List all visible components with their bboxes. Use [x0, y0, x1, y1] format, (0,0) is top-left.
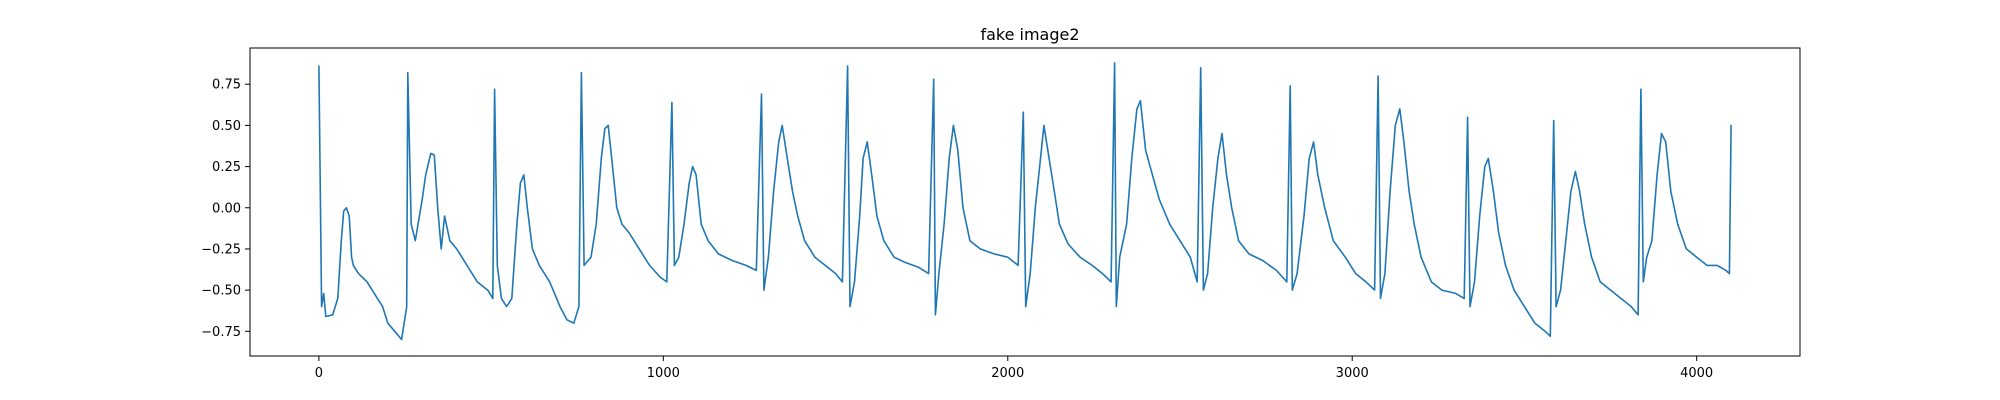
y-tick-label: 0.50	[212, 119, 241, 134]
x-axis: 0 1000 2000 3000 4000	[315, 356, 1713, 381]
x-tick-label: 4000	[1680, 366, 1713, 381]
y-tick-label: −0.25	[201, 242, 241, 257]
y-tick-label: −0.50	[201, 284, 241, 299]
plot-area-frame	[249, 47, 1801, 357]
series-layer	[318, 62, 1732, 341]
y-tick-label: 0.75	[212, 78, 241, 93]
x-tick-label: 0	[315, 366, 323, 381]
chart-title: fake image2	[980, 25, 1079, 44]
x-tick-label: 2000	[991, 366, 1024, 381]
series-line-1	[318, 62, 1732, 341]
y-axis: −0.75 −0.50 −0.25 0.00 0.25 0.50 0.75	[201, 78, 250, 340]
y-tick-label: 0.25	[212, 160, 241, 175]
y-tick-label: −0.75	[201, 325, 241, 340]
x-tick-label: 3000	[1336, 366, 1369, 381]
y-tick-label: 0.00	[212, 201, 241, 216]
x-tick-label: 1000	[647, 366, 680, 381]
